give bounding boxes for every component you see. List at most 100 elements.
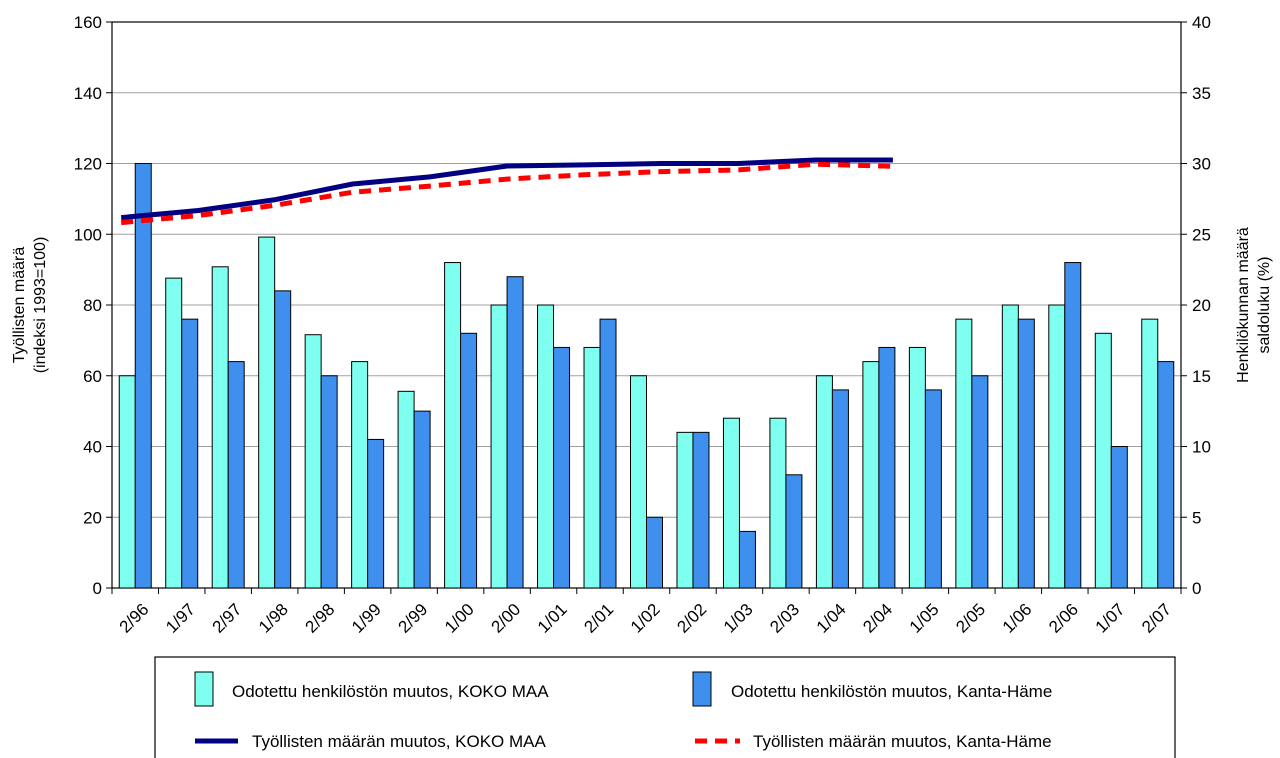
bar-kanta-hame: [227, 361, 245, 589]
left-axis-label-line-2: (indeksi 1993=100): [32, 237, 49, 374]
bar-koko-maa: [630, 375, 647, 589]
lines: [120, 157, 893, 226]
right-tick-label: 30: [1192, 155, 1211, 174]
x-tick-label: 1/98: [255, 600, 292, 637]
bar-kanta-hame: [506, 276, 524, 589]
bar-kanta-hame: [1064, 262, 1082, 589]
bar-kanta-hame: [320, 375, 338, 589]
left-tick-label: 40: [83, 438, 102, 457]
bar-koko-maa: [1141, 318, 1159, 589]
bar-koko-maa: [862, 361, 880, 589]
bar-koko-maa: [1094, 332, 1112, 589]
bar-kanta-hame: [971, 375, 989, 589]
left-axis-label-line-1: Työllisten määrä: [11, 247, 28, 364]
legend-label-kanta-hame-line: Työllisten määrän muutos, Kanta-Häme: [753, 732, 1052, 751]
right-tick-label: 10: [1192, 438, 1211, 457]
bar-kanta-hame: [1017, 318, 1035, 589]
x-tick-label: 2/03: [766, 600, 803, 637]
legend-label-kanta-hame-bar: Odotettu henkilöstön muutos, Kanta-Häme: [731, 682, 1052, 701]
legend-swatch-koko-maa-bar: [194, 671, 214, 707]
right-tick-label: 40: [1192, 13, 1211, 32]
right-axis-ticks: 0 5 10 15 20 25 30 35 40: [1181, 13, 1211, 598]
line-kanta-hame: [120, 161, 893, 226]
bar-kanta-hame: [367, 438, 385, 589]
x-tick-label: 2/98: [302, 600, 339, 637]
x-tick-label: 1/03: [720, 600, 757, 637]
bar-kanta-hame: [924, 389, 942, 589]
left-axis-ticks: 0 20 40 60 80 100 120 140 160: [74, 13, 112, 598]
x-tick-label: 1/04: [813, 600, 850, 637]
bar-koko-maa: [955, 318, 973, 589]
legend-swatch-kanta-hame-bar: [692, 671, 712, 707]
left-tick-label: 120: [74, 155, 102, 174]
bar-kanta-hame: [460, 332, 478, 589]
bar-kanta-hame: [738, 530, 756, 589]
bar-koko-maa: [676, 431, 694, 589]
bar-kanta-hame: [181, 318, 199, 589]
right-tick-label: 0: [1192, 579, 1201, 598]
bar-koko-maa: [397, 390, 415, 589]
bar-koko-maa: [769, 417, 787, 589]
bar-kanta-hame: [1110, 446, 1128, 589]
x-tick-label: 2/96: [116, 600, 153, 637]
bar-kanta-hame: [831, 389, 849, 589]
x-tick-label: 1/07: [1092, 600, 1129, 637]
bar-koko-maa: [583, 346, 601, 589]
bars: [118, 163, 1175, 589]
right-tick-label: 15: [1192, 367, 1211, 386]
x-tick-label: 1/05: [906, 600, 943, 637]
bar-kanta-hame: [1157, 361, 1175, 589]
x-tick-label: 2/07: [1138, 600, 1175, 637]
bar-koko-maa: [537, 304, 555, 589]
bar-kanta-hame: [553, 346, 571, 589]
bar-kanta-hame: [274, 290, 292, 589]
x-axis-ticks: 2/96 1/97 2/97 1/98 2/98 1/99 2/99 1/00 2/00 1/01…: [111, 588, 1182, 637]
bar-koko-maa: [815, 375, 833, 589]
bar-koko-maa: [1048, 304, 1066, 589]
x-tick-label: 2/06: [1045, 600, 1082, 637]
legend-label-koko-maa-line: Työllisten määrän muutos, KOKO MAA: [252, 732, 546, 751]
x-tick-label: 1/06: [999, 600, 1036, 637]
bar-koko-maa: [490, 304, 508, 589]
right-tick-label: 20: [1192, 296, 1211, 315]
bar-koko-maa: [908, 346, 926, 589]
left-tick-label: 160: [74, 13, 102, 32]
bar-kanta-hame: [599, 318, 617, 589]
right-axis-label-line-2: saldoluku (%): [1256, 257, 1273, 354]
bar-kanta-hame: [785, 474, 803, 589]
x-tick-label: 2/00: [487, 600, 524, 637]
bar-koko-maa: [351, 361, 369, 589]
bar-koko-maa: [444, 262, 462, 589]
right-axis-label-line-1: Henkilökunnan määrä: [1235, 227, 1252, 383]
bar-koko-maa: [258, 236, 276, 589]
left-tick-label: 140: [74, 84, 102, 103]
bar-koko-maa: [211, 266, 229, 589]
x-tick-label: 2/97: [209, 600, 246, 637]
legend-frame: [154, 656, 1176, 758]
x-tick-label: 2/02: [673, 600, 710, 637]
left-tick-label: 0: [93, 579, 102, 598]
x-tick-label: 1/02: [627, 600, 664, 637]
x-tick-label: 1/97: [162, 600, 199, 637]
bar-kanta-hame: [646, 516, 663, 589]
bar-kanta-hame: [413, 410, 431, 589]
bar-kanta-hame: [878, 346, 896, 589]
bar-koko-maa: [1001, 304, 1019, 589]
right-tick-label: 25: [1192, 225, 1211, 244]
right-tick-label: 5: [1192, 508, 1201, 527]
bar-koko-maa: [118, 375, 136, 589]
bar-koko-maa: [165, 277, 183, 589]
x-tick-label: 2/04: [859, 600, 896, 637]
legend: Odotettu henkilöstön muutos, KOKO MAA Od…: [154, 656, 1176, 758]
x-tick-label: 2/05: [952, 600, 989, 637]
x-tick-label: 2/99: [395, 600, 432, 637]
bar-koko-maa: [722, 417, 740, 589]
line-koko-maa: [120, 157, 893, 221]
bar-koko-maa: [304, 334, 322, 589]
left-tick-label: 100: [74, 225, 102, 244]
left-tick-label: 80: [83, 296, 102, 315]
bar-kanta-hame: [692, 431, 710, 589]
left-tick-label: 60: [83, 367, 102, 386]
right-tick-label: 35: [1192, 84, 1211, 103]
